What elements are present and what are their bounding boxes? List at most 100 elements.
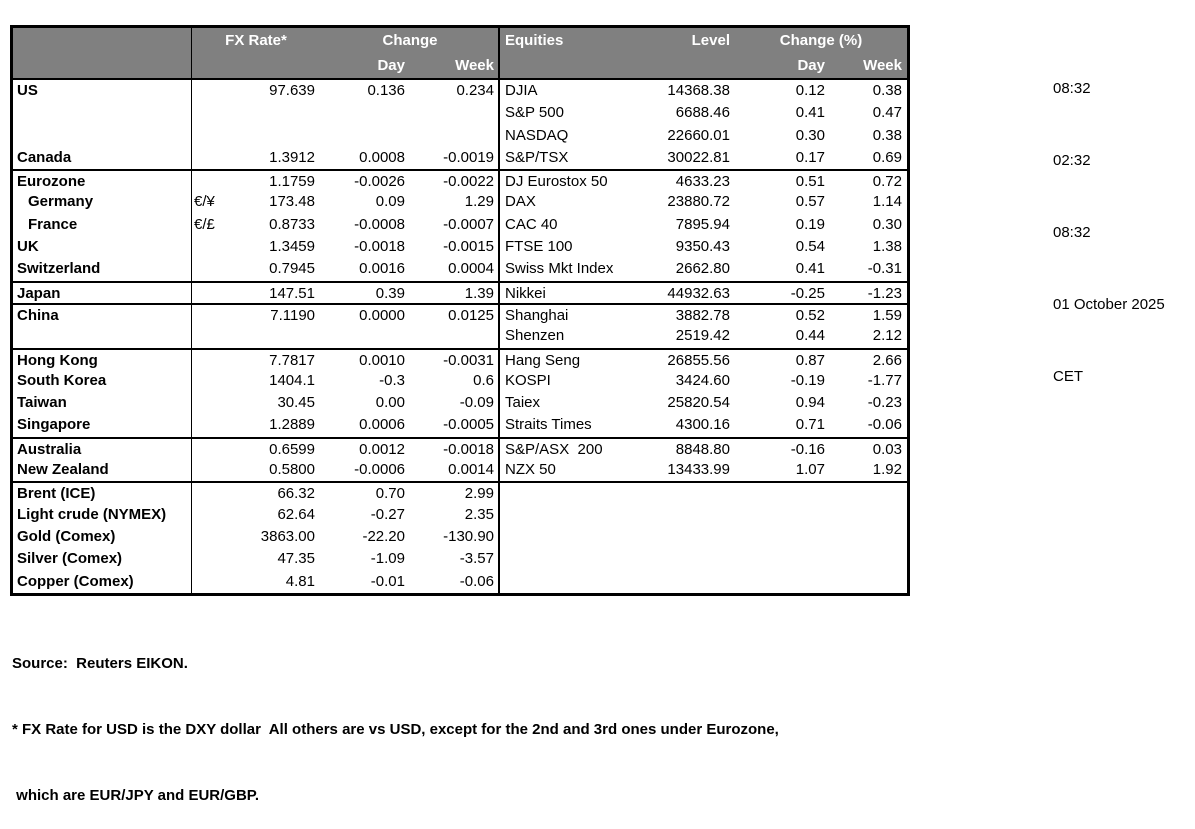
equity-level: 30022.81 [667,148,730,166]
equity-level: 7895.94 [675,215,730,233]
commodity-change-week: 2.99 [464,485,494,503]
table-row: NASDAQ 22660.01 0.30 0.38 [13,125,907,147]
currency-pair [192,283,228,303]
table-row: Taiwan 30.45 0.00 -0.09 Taiex 25820.54 0… [13,392,907,414]
equity-change-week: -0.31 [867,260,902,278]
currency-pair [192,102,228,124]
equity-label: S&P/TSX [505,148,569,166]
country-label: Australia [17,440,82,458]
commodity-price: 66.32 [277,485,315,503]
table-row: Australia 0.6599 0.0012 -0.0018 S&P/ASX … [13,436,907,459]
equity-change-day: 0.44 [795,327,825,345]
equity-change-week: 1.92 [872,461,902,479]
equity-change-day: 0.41 [795,104,825,122]
level-header: Level [691,32,730,49]
timestamp-1: 08:32 [1053,80,1091,97]
equity-label [500,548,640,570]
country-label: Eurozone [17,173,86,191]
equity-label: DAX [505,193,536,211]
fx-footnote-line1: * FX Rate for USD is the DXY dollar All … [12,721,779,738]
label-column-divider [191,28,192,593]
country-label [13,125,192,147]
commodity-change-week: -130.90 [443,527,494,545]
table-row: Eurozone 1.1759 -0.0026 -0.0022 DJ Euros… [13,169,907,191]
equity-level: 14368.38 [667,82,730,99]
fx-change-day: -0.3 [379,371,405,389]
fx-change-week: -0.09 [459,394,494,412]
fx-change-day: -0.0026 [354,173,405,191]
equity-change-week: -1.23 [867,284,902,302]
fx-day-header: Day [377,57,405,74]
table-row: Germany €/¥ 173.48 0.09 1.29 DAX 23880.7… [13,191,907,213]
equity-change-day [735,526,830,548]
equity-label [500,483,640,503]
equity-change-week: -1.77 [867,371,902,389]
fx-rate-value: 1.1759 [269,173,315,191]
equity-label: Nikkei [505,284,546,302]
equity-change-day: 0.94 [795,394,825,412]
fx-change-week: -0.0007 [443,215,494,233]
equity-level [640,526,735,548]
fx-change-day: 0.0006 [359,416,405,434]
equity-change-day: 1.07 [795,461,825,479]
fx-rate-value: 0.5800 [269,461,315,479]
table-row: Japan 147.51 0.39 1.39 Nikkei 44932.63 -… [13,280,907,303]
equity-label: NZX 50 [505,461,556,479]
market-overview-table: FX Rate* Change Equities Level Change (%… [10,25,910,596]
fx-change-week [410,102,500,124]
fx-change-day: 0.0016 [359,260,405,278]
fx-change-day: 0.0008 [359,148,405,166]
fx-rate-value: 173.48 [269,193,315,211]
equity-change-day [735,504,830,526]
country-label: Japan [17,284,61,302]
table-footer: Source: Reuters EIKON. * FX Rate for USD… [12,609,779,829]
commodity-price: 62.64 [277,505,315,523]
equity-label: Straits Times [505,416,592,434]
commodity-label: Gold (Comex) [17,527,116,545]
timezone-label: CET [1053,368,1083,385]
fx-change-day: 0.00 [375,394,405,412]
equity-level: 9350.43 [675,238,730,256]
fx-rate-value: 147.51 [269,284,315,302]
equity-change-week: -0.23 [867,394,902,412]
fx-change-day: 0.09 [375,193,405,211]
commodity-change-week: -3.57 [459,550,494,568]
equity-change-day: 0.30 [795,126,825,144]
fx-change-week: 0.6 [473,371,494,389]
equity-level: 13433.99 [667,461,730,479]
fx-change-day [320,325,410,347]
fx-footnote-line2: which are EUR/JPY and EUR/GBP. [12,787,260,804]
fx-change-week: -0.0005 [443,416,494,434]
country-label: New Zealand [17,461,109,479]
equity-level: 26855.56 [667,351,730,369]
equity-change-day: -0.19 [790,371,825,389]
fx-change-week: -0.0018 [443,440,494,458]
fx-change-week: 1.29 [464,193,494,211]
equity-label: KOSPI [505,371,551,389]
fx-change-week [410,125,500,147]
equity-label [500,504,640,526]
equity-level: 23880.72 [667,193,730,211]
country-label: UK [17,238,39,256]
equity-level [640,504,735,526]
country-label: Germany [28,193,94,211]
equity-level: 8848.80 [675,440,730,458]
equity-level: 25820.54 [667,394,730,412]
table-row: France €/£ 0.8733 -0.0008 -0.0007 CAC 40… [13,214,907,236]
equity-change-week: 0.69 [872,148,902,166]
equity-change-day [735,483,830,503]
commodity-price: 4.81 [285,572,315,590]
equity-level [640,483,735,503]
currency-pair [192,305,228,325]
fx-change-day: 0.0010 [359,351,405,369]
currency-pair [192,147,228,169]
table-row: Silver (Comex) 47.35 -1.09 -3.57 [13,548,907,570]
currency-pair [192,370,228,392]
commodity-label: Copper (Comex) [17,572,134,590]
equity-change-week [830,483,907,503]
date-label: 01 October 2025 [1053,296,1165,313]
equity-level: 4633.23 [675,173,730,191]
equity-change-week [830,526,907,548]
fx-change-week: -0.0019 [443,148,494,166]
commodity-price: 3863.00 [260,527,315,545]
